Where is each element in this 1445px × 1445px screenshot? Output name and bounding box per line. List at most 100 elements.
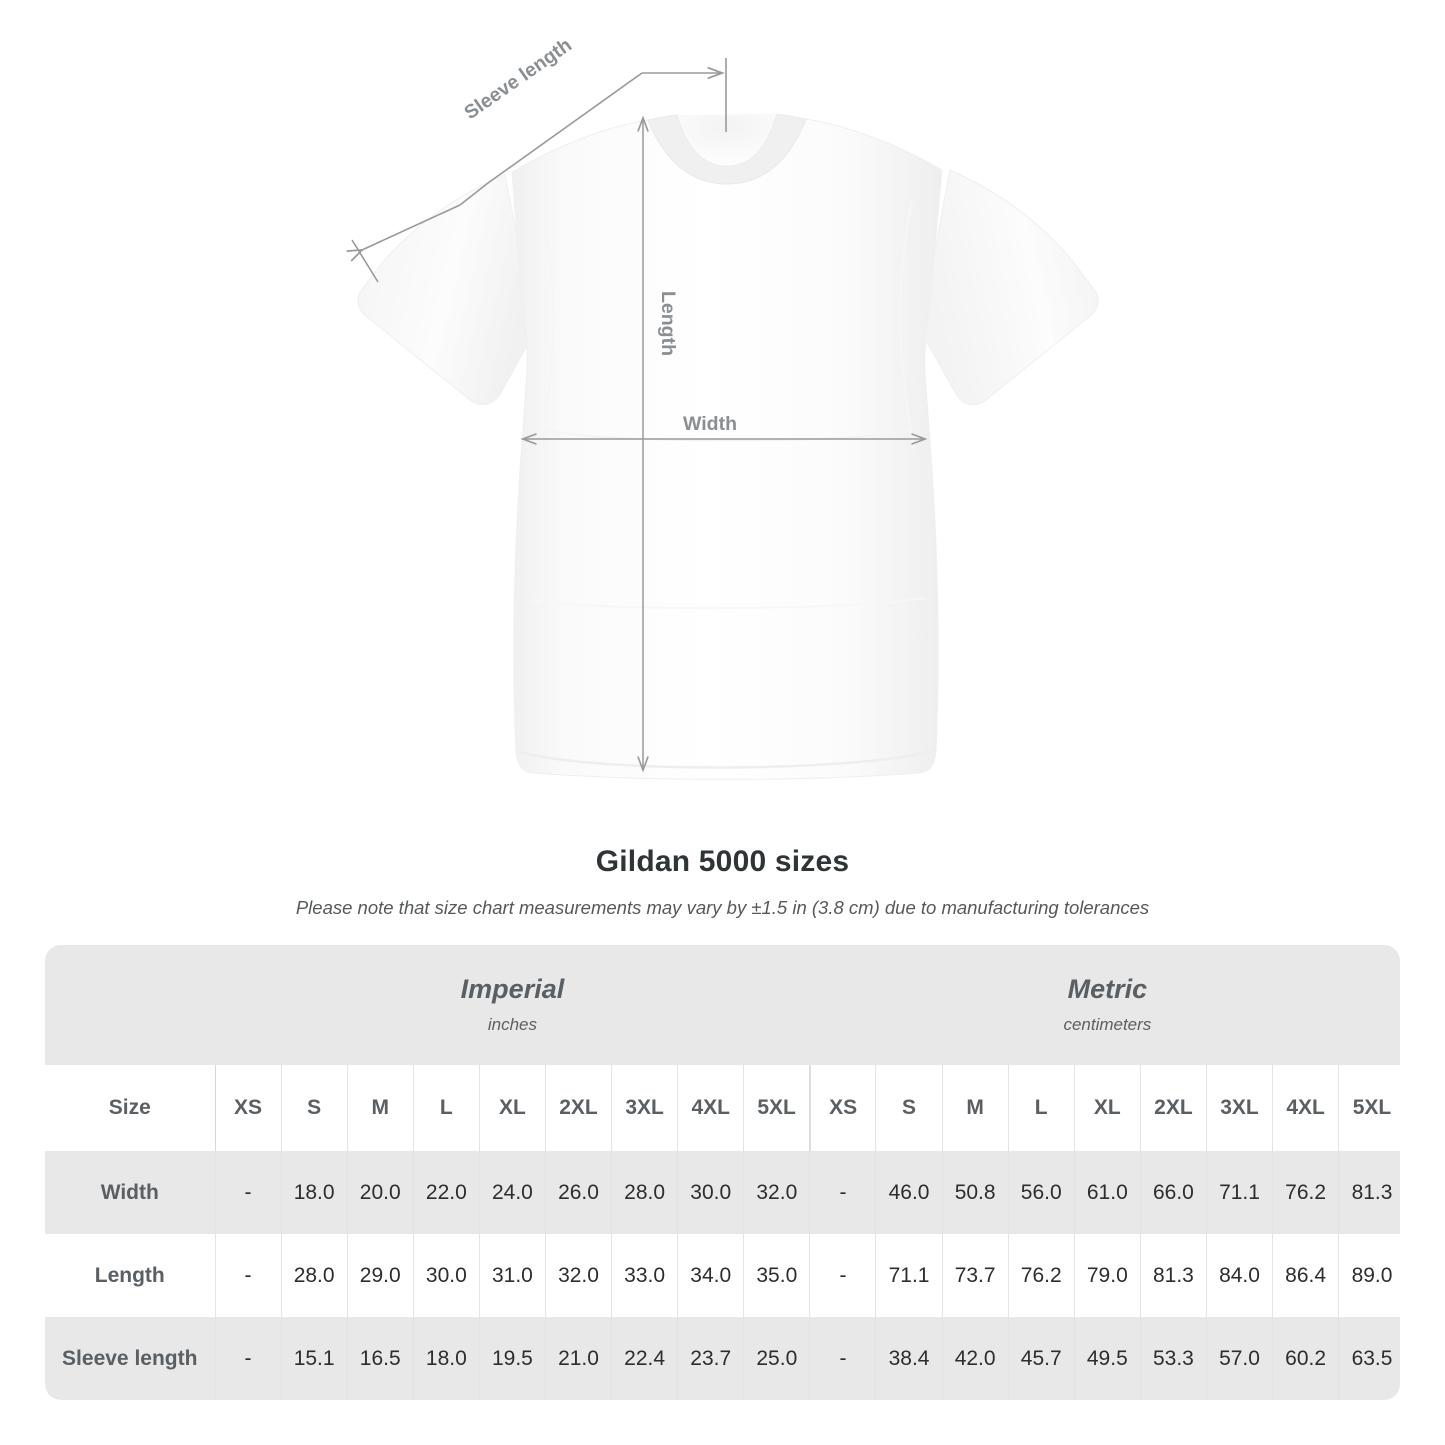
tolerance-note: Please note that size chart measurements… <box>295 897 1150 918</box>
page-title: Gildan 5000 sizes <box>595 845 850 878</box>
table-row-width: Width - 18.0 20.0 22.0 24.0 26.0 28.0 30… <box>45 1151 1400 1234</box>
cell-length-imperial-2xl: 32.0 <box>544 1234 612 1317</box>
cell-width-metric-2xl: 66.0 <box>1139 1151 1207 1234</box>
header-imperial-2xl: 2XL <box>544 1065 612 1151</box>
cell-width-metric-m: 50.8 <box>941 1151 1009 1234</box>
tshirt-diagram: Sleeve length Length Width <box>0 34 1099 780</box>
sleeve-end-tick <box>351 239 379 283</box>
header-metric-xs: XS <box>808 1065 876 1151</box>
header-imperial-5xl: 5XL <box>743 1065 810 1151</box>
cell-width-imperial-xl: 24.0 <box>478 1151 546 1234</box>
unit-cell-imperial: Imperial inches <box>215 945 810 1065</box>
cell-sleeve-metric-m: 42.0 <box>941 1317 1009 1400</box>
cell-sleeve-metric-2xl: 53.3 <box>1139 1317 1207 1400</box>
cell-sleeve-imperial-4xl: 23.7 <box>677 1317 744 1400</box>
header-imperial-m: M <box>346 1065 414 1151</box>
tshirt-silhouette <box>357 113 1099 780</box>
cell-sleeve-imperial-s: 15.1 <box>280 1317 348 1400</box>
cell-sleeve-imperial-5xl: 25.0 <box>743 1317 810 1400</box>
unit-banner-row: Imperial inches Metric centimeters <box>45 945 1400 1065</box>
cell-sleeve-metric-3xl: 57.0 <box>1205 1317 1273 1400</box>
unit-name-metric: Metric <box>1067 973 1148 1004</box>
cell-length-imperial-3xl: 33.0 <box>611 1234 678 1317</box>
cell-width-metric-xl: 61.0 <box>1073 1151 1141 1234</box>
cell-width-imperial-l: 22.0 <box>412 1151 480 1234</box>
cell-sleeve-metric-l: 45.7 <box>1007 1317 1075 1400</box>
cell-length-metric-l: 76.2 <box>1007 1234 1075 1317</box>
cell-width-metric-xs: - <box>809 1151 876 1234</box>
header-imperial-xs: XS <box>214 1065 282 1151</box>
header-metric-2xl: 2XL <box>1139 1065 1207 1151</box>
cell-sleeve-metric-xs: - <box>809 1317 876 1400</box>
cell-sleeve-metric-xl: 49.5 <box>1073 1317 1141 1400</box>
cell-sleeve-imperial-xs: - <box>214 1317 282 1400</box>
row-label-sleeve-length: Sleeve length <box>45 1317 215 1400</box>
header-metric-4xl: 4XL <box>1272 1065 1339 1151</box>
cell-length-imperial-xs: - <box>214 1234 282 1317</box>
cell-width-imperial-s: 18.0 <box>280 1151 348 1234</box>
cell-sleeve-imperial-xl: 19.5 <box>478 1317 546 1400</box>
header-imperial-4xl: 4XL <box>677 1065 744 1151</box>
unit-sub-imperial: inches <box>487 1015 538 1035</box>
header-metric-3xl: 3XL <box>1205 1065 1273 1151</box>
cell-width-imperial-5xl: 32.0 <box>743 1151 810 1234</box>
cell-length-imperial-4xl: 34.0 <box>677 1234 744 1317</box>
heading-block: Gildan 5000 sizes Please note that size … <box>0 845 1445 919</box>
header-metric-s: S <box>875 1065 943 1151</box>
header-metric-xl: XL <box>1073 1065 1141 1151</box>
cell-sleeve-imperial-3xl: 22.4 <box>611 1317 678 1400</box>
table-row-length: Length - 28.0 29.0 30.0 31.0 32.0 33.0 3… <box>45 1234 1400 1317</box>
length-label-text: Length <box>657 291 679 356</box>
cell-width-metric-5xl: 81.3 <box>1338 1151 1400 1234</box>
header-imperial-l: L <box>412 1065 480 1151</box>
header-imperial-s: S <box>280 1065 348 1151</box>
sleeve-arrow-upper <box>459 72 643 206</box>
header-metric-5xl: 5XL <box>1338 1065 1400 1151</box>
cell-length-imperial-s: 28.0 <box>280 1234 348 1317</box>
cell-length-metric-3xl: 84.0 <box>1205 1234 1273 1317</box>
cell-length-metric-xs: - <box>809 1234 876 1317</box>
cell-sleeve-imperial-m: 16.5 <box>346 1317 414 1400</box>
cell-width-imperial-m: 20.0 <box>346 1151 414 1234</box>
cell-length-imperial-5xl: 35.0 <box>743 1234 810 1317</box>
cell-width-metric-l: 56.0 <box>1007 1151 1075 1234</box>
cell-length-metric-m: 73.7 <box>941 1234 1009 1317</box>
cell-sleeve-imperial-l: 18.0 <box>412 1317 480 1400</box>
cell-width-imperial-xs: - <box>214 1151 282 1234</box>
header-imperial-3xl: 3XL <box>611 1065 678 1151</box>
cell-length-imperial-l: 30.0 <box>412 1234 480 1317</box>
cell-sleeve-metric-4xl: 60.2 <box>1272 1317 1339 1400</box>
sleeve-length-label-text: Sleeve length <box>460 34 576 124</box>
row-label-width: Width <box>45 1151 215 1234</box>
sleeve-length-dimension <box>351 58 727 283</box>
unit-banner-spacer <box>45 945 215 1065</box>
width-label-text: Width <box>683 413 737 435</box>
table-row-sleeve-length: Sleeve length - 15.1 16.5 18.0 19.5 21.0… <box>45 1317 1400 1400</box>
cell-width-metric-s: 46.0 <box>875 1151 943 1234</box>
cell-sleeve-metric-s: 38.4 <box>875 1317 943 1400</box>
cell-length-metric-xl: 79.0 <box>1073 1234 1141 1317</box>
cell-length-imperial-xl: 31.0 <box>478 1234 546 1317</box>
cell-length-metric-4xl: 86.4 <box>1272 1234 1339 1317</box>
cell-width-metric-4xl: 76.2 <box>1272 1151 1339 1234</box>
header-size-label: Size <box>45 1065 215 1151</box>
header-metric-l: L <box>1007 1065 1075 1151</box>
cell-width-imperial-4xl: 30.0 <box>677 1151 744 1234</box>
cell-length-imperial-m: 29.0 <box>346 1234 414 1317</box>
size-table-container: Imperial inches Metric centimeters Size … <box>45 945 1400 1400</box>
size-header-row: Size XS S M L XL 2XL 3XL 4XL 5XL XS S M … <box>45 1065 1400 1151</box>
cell-length-metric-s: 71.1 <box>875 1234 943 1317</box>
sleeve-arrow-lower <box>362 204 461 250</box>
header-metric-m: M <box>941 1065 1009 1151</box>
cell-width-imperial-2xl: 26.0 <box>544 1151 612 1234</box>
header-imperial-xl: XL <box>478 1065 546 1151</box>
cell-sleeve-imperial-2xl: 21.0 <box>544 1317 612 1400</box>
unit-sub-metric: centimeters <box>1063 1015 1152 1035</box>
cell-length-metric-2xl: 81.3 <box>1139 1234 1207 1317</box>
unit-cell-metric: Metric centimeters <box>809 945 1400 1065</box>
cell-width-metric-3xl: 71.1 <box>1205 1151 1273 1234</box>
unit-name-imperial: Imperial <box>460 973 565 1004</box>
size-table: Imperial inches Metric centimeters Size … <box>45 945 1400 1400</box>
row-label-length: Length <box>45 1234 215 1317</box>
